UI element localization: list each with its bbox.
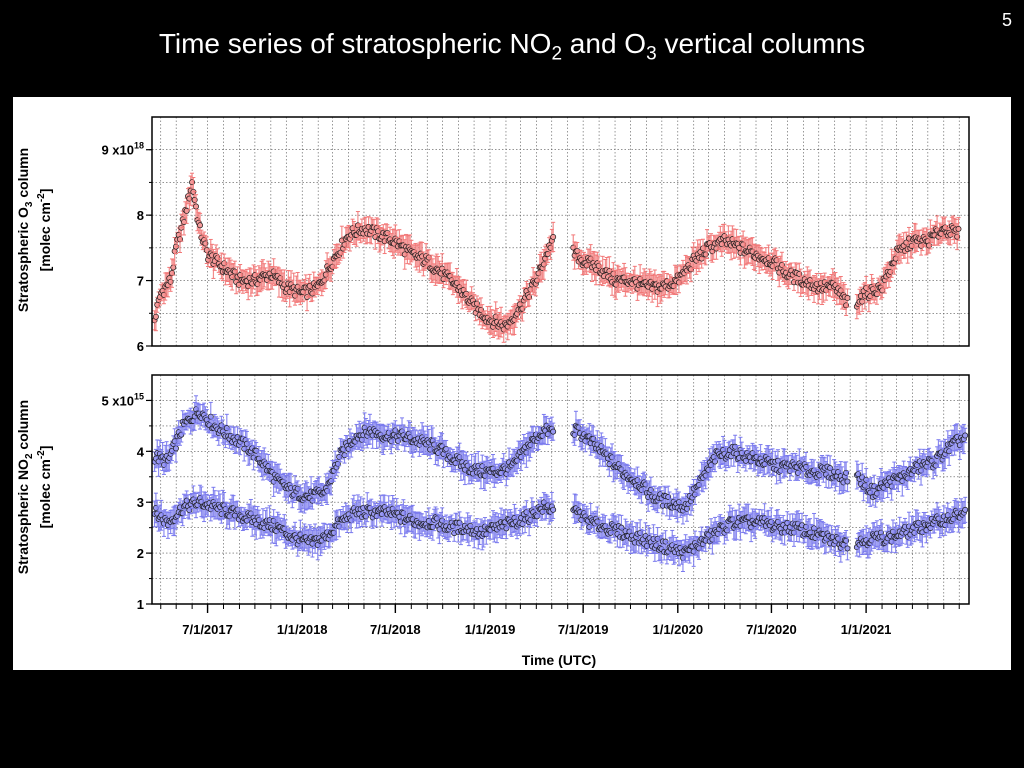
no2-high-point: [962, 432, 969, 439]
no2-series: [151, 395, 969, 573]
no2-high-point: [207, 413, 214, 420]
o3-point: [844, 295, 851, 301]
o3-point: [550, 233, 557, 240]
o3-point: [193, 203, 199, 210]
o3-point: [859, 298, 866, 305]
no2-high-point: [173, 445, 179, 452]
title-text-3: vertical columns: [656, 28, 866, 59]
no2-high-point: [844, 478, 851, 485]
o3-series: [151, 172, 962, 343]
o3-point: [574, 247, 581, 254]
no2-high-point: [341, 452, 348, 459]
o3-point: [955, 225, 962, 232]
no2-high-point: [443, 445, 450, 452]
title-subscript-no2: 2: [551, 43, 563, 65]
title-text-2: and O: [562, 28, 647, 59]
o3-point: [152, 313, 159, 320]
title-text-1: Time series of stratospheric NO: [158, 28, 552, 59]
slide-title: Time series of stratospheric NO2 and O3 …: [0, 28, 1024, 66]
o3-point: [170, 264, 177, 271]
slide-number: 5: [1001, 10, 1012, 30]
o3-point: [183, 207, 190, 214]
title-subscript-o3: 3: [646, 43, 657, 65]
no2-high-point: [550, 428, 557, 435]
bottom-grid: [152, 375, 969, 604]
no2-high-point: [774, 457, 781, 464]
o3-point: [197, 222, 204, 229]
